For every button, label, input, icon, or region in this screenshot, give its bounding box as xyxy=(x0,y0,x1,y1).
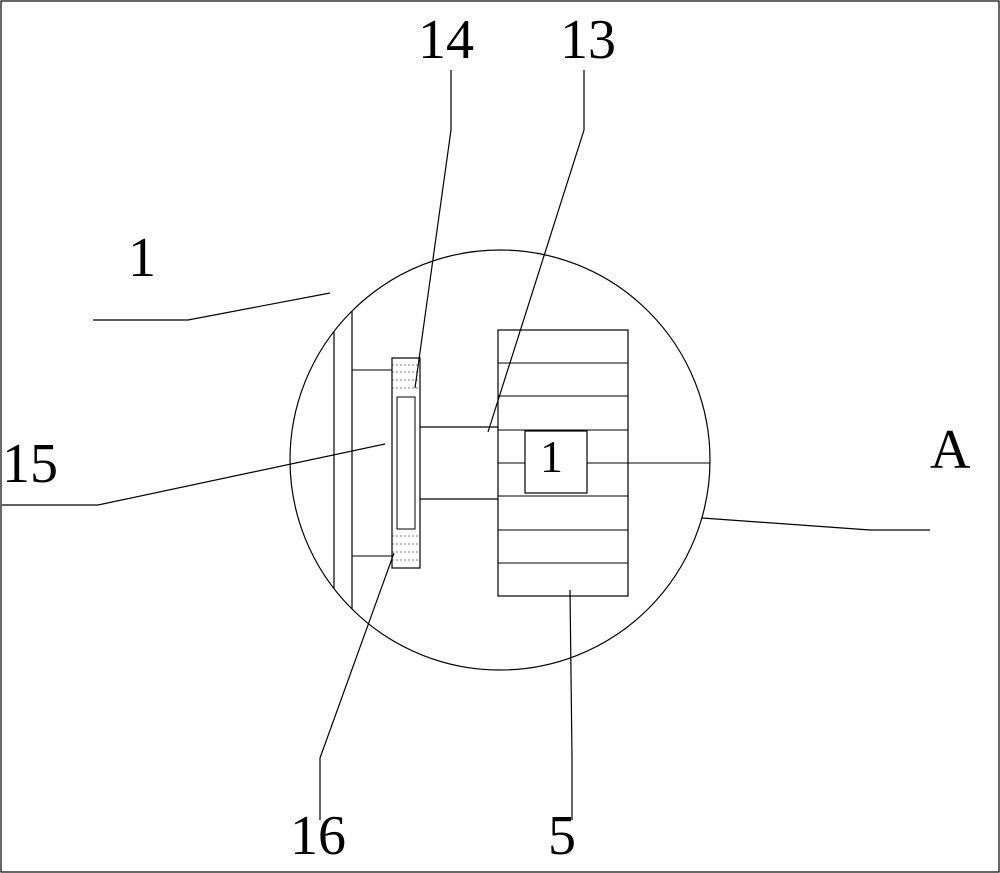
diagram-svg xyxy=(0,0,1000,873)
leader-13 xyxy=(488,70,584,432)
label-5: 5 xyxy=(548,804,576,868)
shaft xyxy=(420,427,498,499)
label-13: 13 xyxy=(560,8,616,72)
label-15: 15 xyxy=(2,432,58,496)
label-1: 1 xyxy=(128,226,156,290)
leader-14 xyxy=(415,70,451,388)
label-14: 14 xyxy=(418,8,474,72)
leader-1 xyxy=(93,293,330,320)
leader-A xyxy=(702,518,930,530)
leader-16 xyxy=(320,553,394,820)
detail-circle xyxy=(290,250,710,670)
label-center: 1 xyxy=(540,430,563,483)
inner-drawing xyxy=(334,250,720,670)
label-A: A xyxy=(930,418,970,482)
leader-15 xyxy=(2,444,385,505)
leader-5 xyxy=(570,590,572,820)
label-16: 16 xyxy=(290,804,346,868)
leader-lines xyxy=(2,70,930,820)
outer-frame xyxy=(1,1,999,872)
mount-block xyxy=(392,358,420,568)
